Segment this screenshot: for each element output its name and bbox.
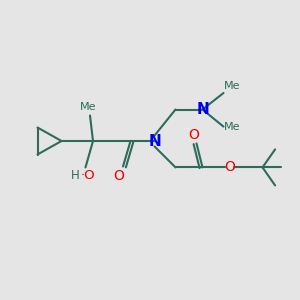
Text: H: H <box>70 169 80 182</box>
Text: O: O <box>224 160 235 174</box>
Text: Me: Me <box>224 81 240 92</box>
Text: Me: Me <box>224 122 240 132</box>
Text: O: O <box>189 128 200 142</box>
Text: Me: Me <box>80 102 97 112</box>
Text: O: O <box>113 169 124 182</box>
Text: N: N <box>148 134 161 148</box>
Text: ·O: ·O <box>81 169 95 182</box>
Text: N: N <box>196 102 209 117</box>
